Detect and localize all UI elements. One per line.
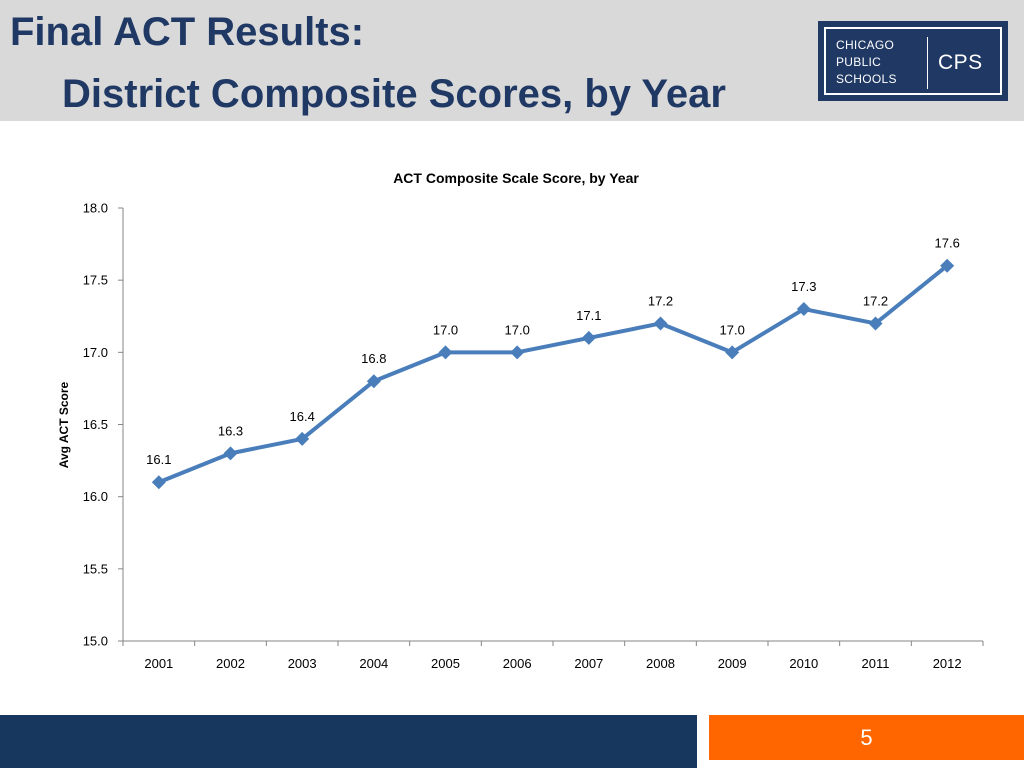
- data-label: 17.0: [720, 322, 745, 337]
- data-point-diamond: [295, 431, 310, 446]
- data-point-group: [151, 258, 955, 490]
- x-tick-label: 2003: [288, 656, 317, 671]
- cps-logo: CHICAGO PUBLIC SCHOOLS CPS: [818, 21, 1008, 101]
- x-tick-label: 2010: [789, 656, 818, 671]
- act-line-chart: ACT Composite Scale Score, by Year Avg A…: [57, 170, 984, 671]
- logo-word: CHICAGO: [836, 38, 895, 52]
- y-tick-label: 15.5: [83, 561, 108, 576]
- slide-title: Final ACT Results:: [10, 10, 365, 54]
- data-point-diamond: [151, 475, 166, 490]
- y-tick-label: 16.5: [83, 417, 108, 432]
- data-point-diamond: [581, 330, 596, 345]
- x-tick-label: 2007: [574, 656, 603, 671]
- logo-wordmark: CHICAGO PUBLIC SCHOOLS: [836, 37, 897, 88]
- data-label: 16.4: [290, 409, 315, 424]
- logo-frame: CHICAGO PUBLIC SCHOOLS CPS: [824, 27, 1002, 95]
- logo-word: SCHOOLS: [836, 72, 897, 86]
- data-label: 16.1: [146, 452, 171, 467]
- data-label: 17.0: [505, 322, 530, 337]
- y-tick-label: 17.0: [83, 345, 108, 360]
- data-label: 17.0: [433, 322, 458, 337]
- data-label: 17.2: [863, 293, 888, 308]
- data-label: 17.3: [791, 279, 816, 294]
- x-tick-label: 2012: [933, 656, 962, 671]
- chart-title: ACT Composite Scale Score, by Year: [393, 170, 639, 186]
- y-tick-label: 17.5: [83, 273, 108, 288]
- x-tick-label: 2008: [646, 656, 675, 671]
- data-point-diamond: [510, 345, 525, 360]
- footer-bar: [0, 715, 697, 768]
- y-tick-label: 16.0: [83, 489, 108, 504]
- y-tick-label: 18.0: [83, 201, 108, 216]
- data-label: 17.1: [576, 308, 601, 323]
- logo-abbreviation: CPS: [938, 51, 983, 74]
- y-tick-label: 15.0: [83, 634, 108, 649]
- page-number-box: 5: [709, 715, 1024, 760]
- x-tick-label: 2006: [503, 656, 532, 671]
- y-axis-label: Avg ACT Score: [57, 381, 71, 468]
- data-point-diamond: [796, 302, 811, 317]
- x-tick-label: 2005: [431, 656, 460, 671]
- data-label: 17.6: [935, 236, 960, 251]
- x-tick-label: 2009: [718, 656, 747, 671]
- data-label-group: 16.1 16.3 16.4 16.8 17.0 17.0 17.1 17.2 17.0 17.3…: [146, 236, 960, 468]
- series-line: [158, 264, 949, 485]
- data-point-diamond: [725, 345, 740, 360]
- data-point-diamond: [868, 316, 883, 331]
- data-point-diamond: [438, 345, 453, 360]
- x-tick-label: 2001: [144, 656, 173, 671]
- x-tick-labels: 2001 2002 2003 2004 2005 2006 2007 2008 2009 2010…: [144, 656, 961, 671]
- x-tick-label: 2011: [862, 656, 890, 671]
- x-tick-label: 2002: [216, 656, 245, 671]
- data-point-diamond: [940, 258, 955, 273]
- series-line-group: [158, 264, 949, 485]
- data-label: 16.3: [218, 423, 243, 438]
- chart-axes: [118, 207, 984, 646]
- data-label: 16.8: [361, 351, 386, 366]
- y-tick-labels: 15.0 15.5 16.0 16.5 17.0 17.5 18.0: [83, 201, 108, 649]
- slide-subtitle: District Composite Scores, by Year: [62, 72, 726, 116]
- x-tick-label: 2004: [359, 656, 388, 671]
- page-number: 5: [860, 725, 873, 750]
- data-label: 17.2: [648, 293, 673, 308]
- data-point-diamond: [366, 374, 381, 389]
- logo-divider: [927, 37, 928, 89]
- slide-header: Final ACT Results: District Composite Sc…: [0, 0, 1024, 121]
- logo-word: PUBLIC: [836, 55, 882, 69]
- data-point-diamond: [653, 316, 668, 331]
- data-point-diamond: [223, 446, 238, 461]
